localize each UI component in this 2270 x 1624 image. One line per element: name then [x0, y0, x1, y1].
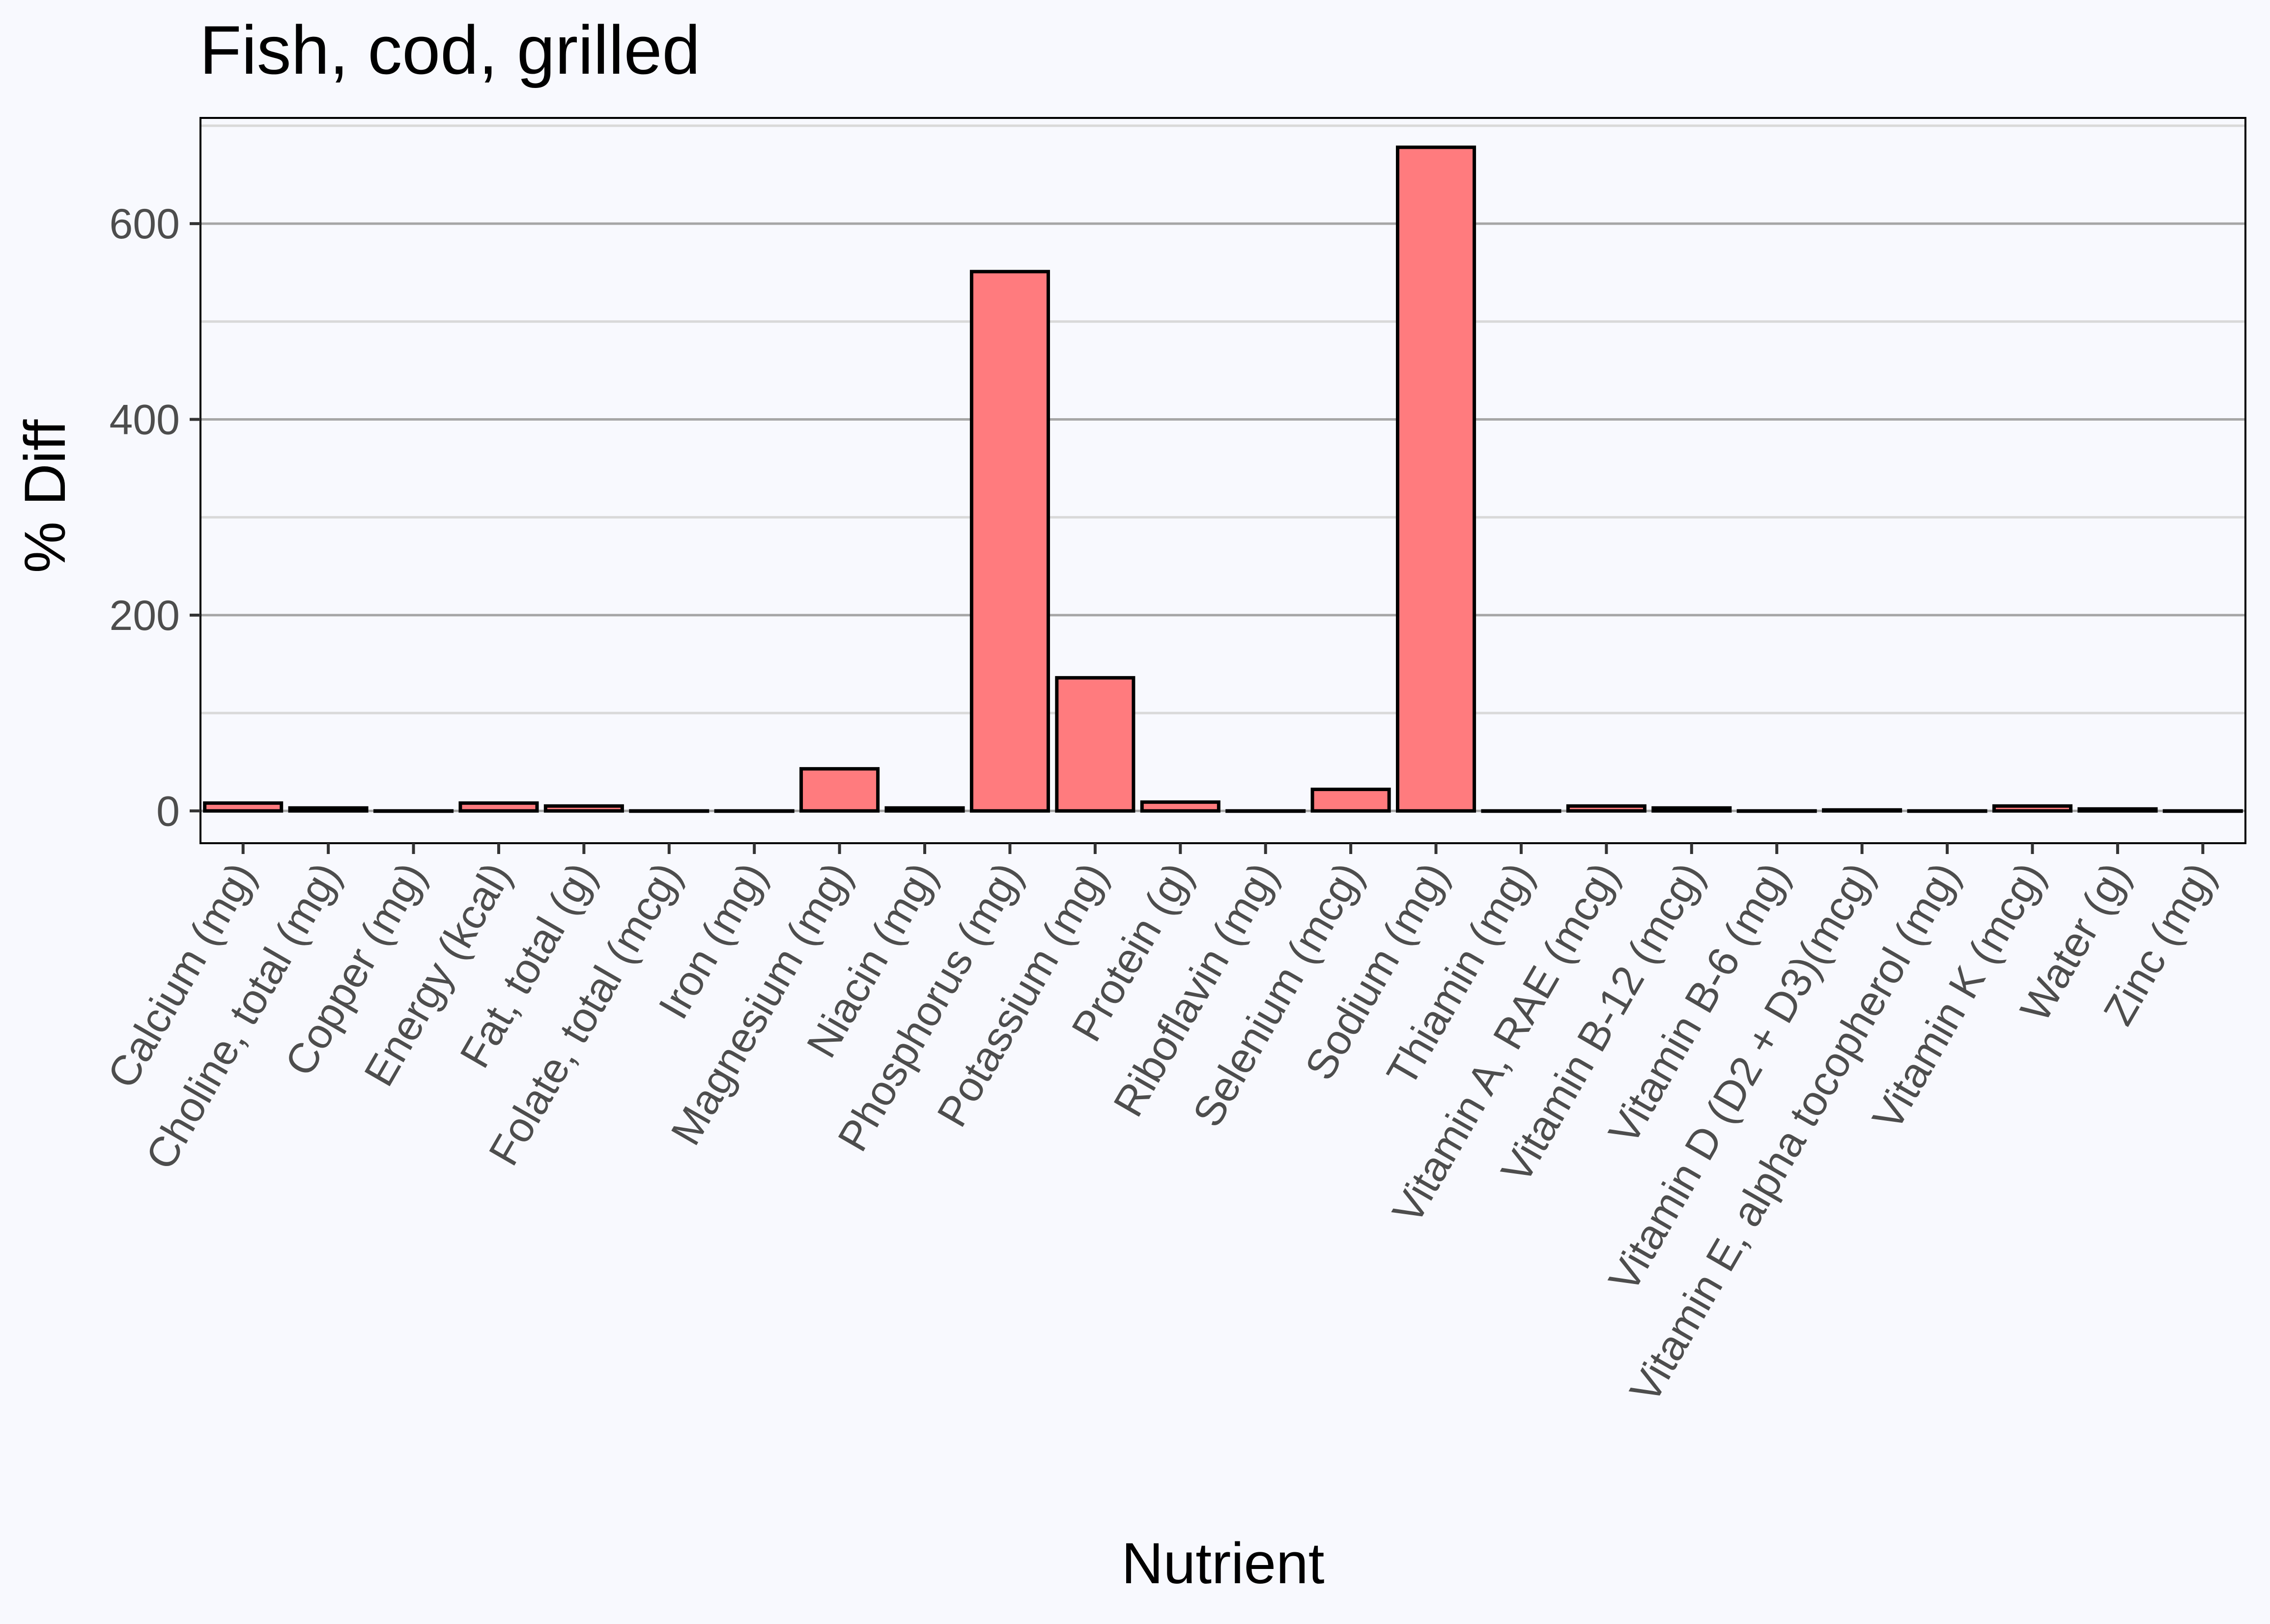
bar-sodium-mg	[1396, 145, 1476, 813]
bar-fat-total-g	[543, 804, 624, 813]
bar-choline-total-mg	[288, 806, 369, 813]
bar-phosphorus-mg	[969, 270, 1050, 813]
x-axis-title: Nutrient	[1121, 1531, 1324, 1596]
bar-vitamin-k-mcg	[1992, 804, 2072, 813]
bar-calcium-mg	[203, 801, 284, 813]
bar-potassium-mg	[1055, 676, 1135, 813]
minor-gridlines	[200, 124, 2245, 714]
bar-energy-kcal	[458, 801, 539, 813]
y-axis: 0 200 400 600	[110, 200, 200, 835]
bar-niacin-mg	[884, 806, 965, 813]
bar-magnesium-mg	[799, 767, 880, 813]
y-tick-label: 200	[110, 592, 180, 639]
y-axis-title: % Diff	[13, 420, 78, 573]
chart-title: Fish, cod, grilled	[199, 11, 700, 88]
y-tick-label: 600	[110, 200, 180, 248]
plot-panel-border	[199, 117, 2246, 844]
bar-vitamin-b-12-mcg	[1651, 806, 1732, 813]
y-tick-label: 0	[156, 788, 180, 835]
major-gridlines	[200, 222, 2245, 812]
bar-selenium-mcg	[1310, 787, 1391, 813]
bar-water-g	[2077, 807, 2158, 813]
bar-protein-g	[1140, 800, 1220, 813]
y-tick-label: 400	[110, 397, 180, 444]
bars-group	[203, 145, 2243, 813]
bar-vitamin-a-rae-mcg	[1566, 804, 1646, 813]
bar-vitamin-d-d2-d3-mcg	[1822, 808, 1902, 813]
